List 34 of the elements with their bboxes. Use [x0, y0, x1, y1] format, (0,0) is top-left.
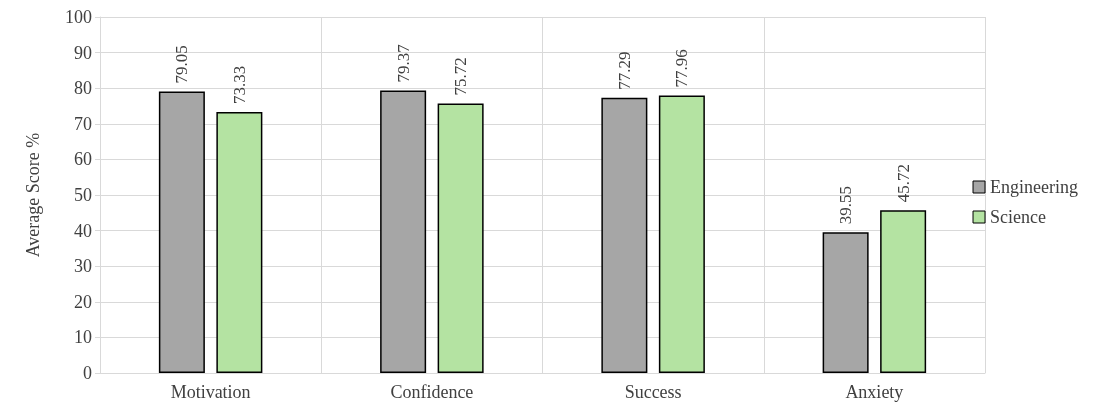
bar [216, 111, 263, 373]
data-label: 45.72 [893, 163, 913, 203]
data-label: 73.33 [229, 65, 249, 104]
y-tick-label: 70 [74, 113, 92, 134]
data-label: 77.29 [614, 51, 634, 90]
y-tick-label: 20 [74, 291, 92, 312]
y-tick-label: 40 [74, 220, 92, 241]
bar [601, 97, 648, 373]
legend-label: Engineering [990, 177, 1079, 197]
y-tick-label: 90 [74, 42, 92, 63]
data-label: 79.37 [393, 43, 413, 83]
x-tick-label: Anxiety [845, 382, 904, 402]
bar [158, 91, 205, 373]
legend-label: Science [990, 207, 1047, 227]
x-tick-label: Motivation [170, 382, 251, 402]
data-label: 79.05 [172, 45, 192, 84]
y-axis-title: Average Score % [23, 132, 43, 258]
y-tick-label: 50 [74, 185, 92, 205]
x-tick-label: Success [624, 382, 682, 402]
bar [437, 103, 484, 373]
bar [880, 210, 927, 373]
data-label: 77.96 [672, 49, 692, 88]
bar [658, 95, 705, 373]
y-tick-label: 10 [74, 327, 92, 348]
y-tick-label: 80 [74, 78, 92, 99]
data-label: 75.72 [451, 57, 471, 96]
y-tick-label: 100 [65, 7, 92, 27]
y-tick-label: 0 [83, 363, 92, 383]
x-tick-label: Confidence [390, 382, 474, 402]
y-tick-label: 60 [74, 149, 92, 170]
bar [822, 232, 869, 373]
bar [380, 90, 427, 373]
y-tick-label: 30 [74, 256, 92, 277]
data-label: 39.55 [836, 185, 856, 225]
